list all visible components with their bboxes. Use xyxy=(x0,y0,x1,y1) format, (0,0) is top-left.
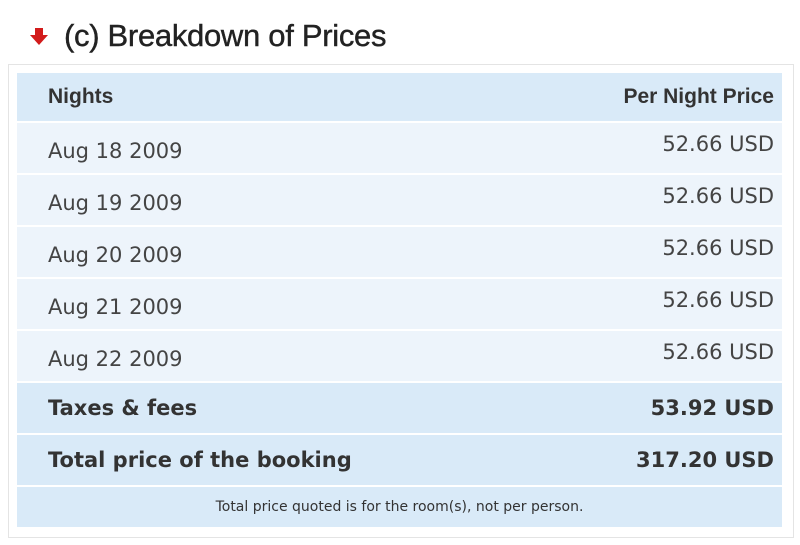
footnote: Total price quoted is for the room(s), n… xyxy=(215,499,584,515)
table-row: Aug 20 2009 52.66 USD xyxy=(17,227,782,279)
night-date: Aug 20 2009 xyxy=(48,243,183,267)
total-row: Total price of the booking 317.20 USD xyxy=(17,435,782,487)
total-label: Total price of the booking xyxy=(48,448,352,472)
night-price: 52.66 USD xyxy=(662,340,774,364)
night-date: Aug 19 2009 xyxy=(48,191,183,215)
table-header-row: Nights Per Night Price xyxy=(17,73,782,123)
night-date: Aug 22 2009 xyxy=(48,347,183,371)
night-date: Aug 21 2009 xyxy=(48,295,183,319)
price-breakdown-table: Nights Per Night Price Aug 18 2009 52.66… xyxy=(17,73,782,527)
taxes-label: Taxes & fees xyxy=(48,396,198,420)
night-price: 52.66 USD xyxy=(662,132,774,156)
table-row: Aug 22 2009 52.66 USD xyxy=(17,331,782,383)
total-value: 317.20 USD xyxy=(636,448,774,472)
table-row: Aug 19 2009 52.66 USD xyxy=(17,175,782,227)
header-nights: Nights xyxy=(48,85,114,108)
footnote-row: Total price quoted is for the room(s), n… xyxy=(17,487,782,527)
header-per-night-price: Per Night Price xyxy=(623,85,774,108)
night-price: 52.66 USD xyxy=(662,184,774,208)
arrow-down-icon[interactable] xyxy=(28,25,50,47)
section-header[interactable]: (c) Breakdown of Prices xyxy=(28,16,387,56)
section-title: (c) Breakdown of Prices xyxy=(64,18,387,53)
night-price: 52.66 USD xyxy=(662,236,774,260)
table-row: Aug 21 2009 52.66 USD xyxy=(17,279,782,331)
taxes-row: Taxes & fees 53.92 USD xyxy=(17,383,782,435)
taxes-value: 53.92 USD xyxy=(650,396,774,420)
night-date: Aug 18 2009 xyxy=(48,139,183,163)
night-price: 52.66 USD xyxy=(662,288,774,312)
table-row: Aug 18 2009 52.66 USD xyxy=(17,123,782,175)
